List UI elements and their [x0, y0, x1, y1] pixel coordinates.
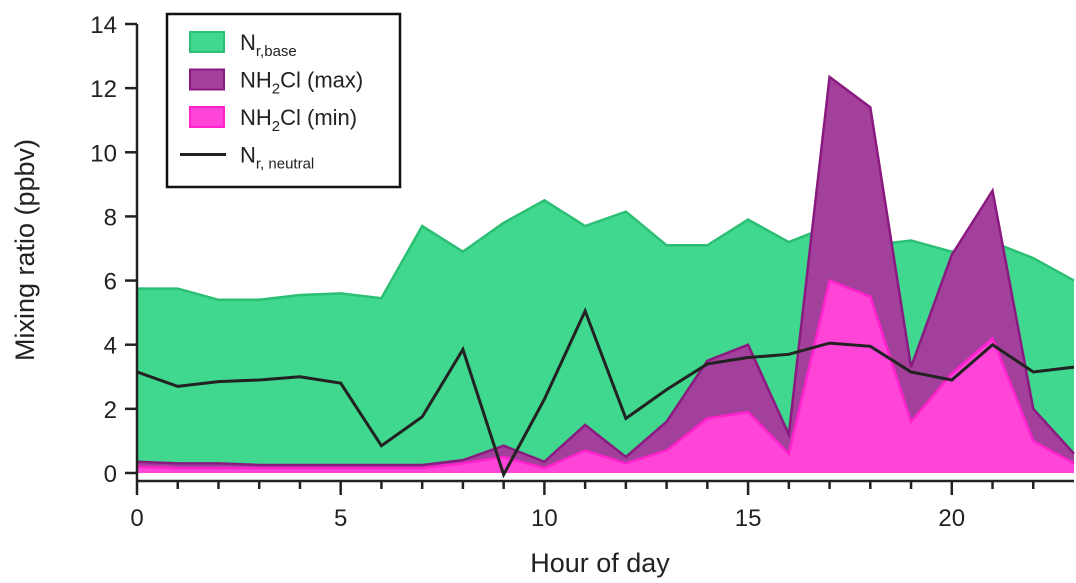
legend-swatch: [189, 68, 225, 91]
legend-label-part: 2: [272, 118, 280, 135]
legend-label: Nr,base: [240, 30, 297, 60]
x-tick-label: 20: [938, 505, 965, 532]
y-axis-label: Mixing ratio (ppbv): [10, 139, 40, 361]
legend-label-part: N: [240, 30, 256, 55]
y-tick-label: 12: [90, 76, 117, 103]
legend-label-part: Cl (min): [280, 105, 357, 130]
x-axis-label: Hour of day: [530, 548, 670, 578]
y-tick-label: 10: [90, 140, 117, 167]
y-tick-label: 4: [104, 333, 117, 360]
area-edge: [137, 278, 1075, 470]
area-edge: [137, 198, 1075, 302]
legend-label-part: NH: [240, 105, 272, 130]
area-edge: [137, 74, 1075, 467]
y-tick-label: 2: [104, 397, 117, 424]
legend-label-part: N: [240, 143, 256, 168]
legend-label: Nr, neutral: [240, 143, 314, 173]
x-tick-label: 0: [130, 505, 143, 532]
legend-label: NH2Cl (min): [240, 105, 357, 135]
legend-label-part: r,base: [256, 43, 297, 60]
legend-swatch: [189, 106, 225, 128]
x-tick-label: 5: [334, 505, 347, 532]
area: [137, 280, 1074, 473]
y-tick-label: 0: [104, 461, 117, 488]
y-tick-label: 14: [90, 12, 117, 39]
line: [137, 307, 1075, 479]
y-tick-label: 8: [104, 204, 117, 231]
legend-label-part: Cl (max): [280, 68, 363, 93]
legend-label-part: 2: [272, 81, 280, 98]
legend-label-part: r, neutral: [256, 156, 314, 173]
x-tick-label: 15: [735, 505, 762, 532]
plot: [137, 74, 1075, 479]
x-tick-label: 10: [531, 505, 558, 532]
y-tick-label: 6: [104, 269, 117, 296]
legend-swatch: [189, 31, 225, 53]
legend-label: NH2Cl (max): [240, 68, 363, 98]
legend-label-part: NH: [240, 68, 272, 93]
